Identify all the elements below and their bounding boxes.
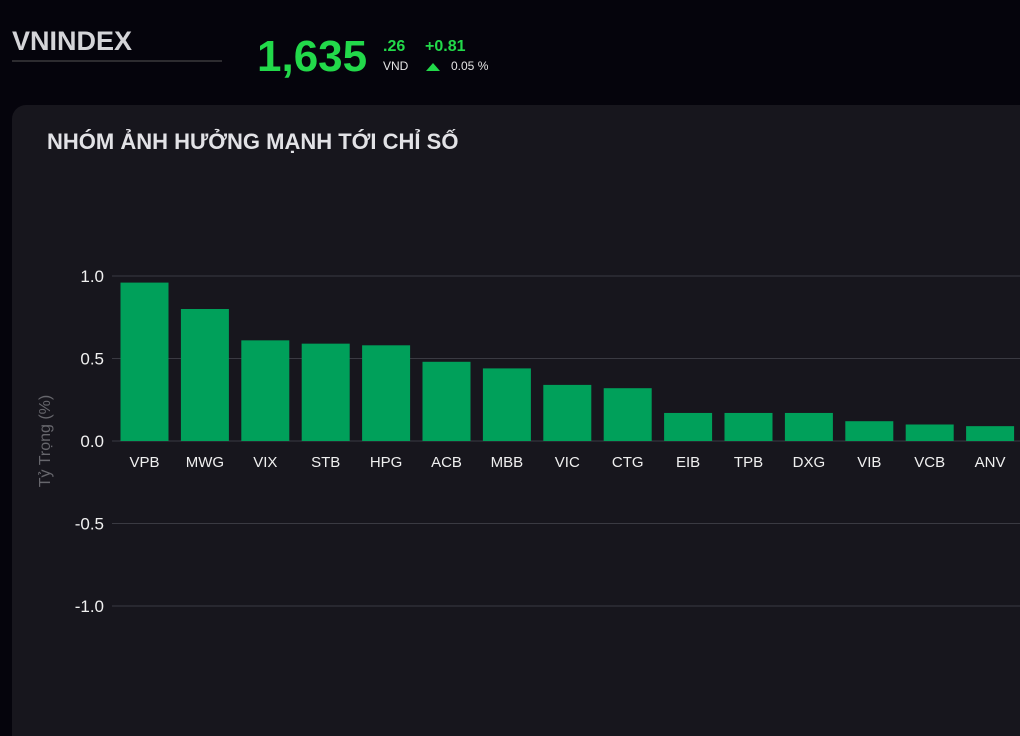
up-arrow <box>426 63 440 71</box>
bar <box>422 361 471 441</box>
bar <box>603 388 652 441</box>
price-decimal: .26 <box>383 38 405 55</box>
x-tick-label: DXG <box>793 454 826 471</box>
y-tick-label: 0.0 <box>80 432 104 451</box>
index-title: VNINDEX <box>12 26 132 56</box>
x-tick-label: ACB <box>431 454 462 471</box>
x-tick-label: VIC <box>555 454 580 471</box>
currency: VND <box>383 59 409 73</box>
plot: -1.0 -0.5 0.0 0.5 1.0 VPB MWG VIX STB HPG ACB MBB VI… <box>75 267 1020 616</box>
x-tick-label: VCB <box>914 454 945 471</box>
x-tick-label: STB <box>311 454 340 471</box>
bar <box>241 340 290 441</box>
x-tick-label: CTG <box>612 454 644 471</box>
y-tick-label: 0.5 <box>80 350 104 369</box>
y-tick-label: -1.0 <box>75 597 104 616</box>
bar <box>120 282 169 441</box>
x-tick-label: VPB <box>129 454 159 471</box>
bar <box>784 412 833 441</box>
change: +0.81 <box>425 38 466 55</box>
x-tick-label: TPB <box>734 454 763 471</box>
x-tick-label: ANV <box>975 454 1006 471</box>
bar <box>482 368 531 441</box>
x-tick-label: MBB <box>491 454 524 471</box>
x-tick-label: EIB <box>676 454 700 471</box>
y-tick-label: -0.5 <box>75 515 104 534</box>
y-tick-label: 1.0 <box>80 267 104 286</box>
bar <box>905 424 954 441</box>
bar <box>724 412 773 441</box>
chart-title: NHÓM ẢNH HƯỞNG MẠNH TỚI CHỈ SỐ <box>47 128 458 154</box>
x-tick-label: VIX <box>253 454 277 471</box>
bar <box>664 412 713 441</box>
change-percent: 0.05 % <box>451 59 489 73</box>
x-tick-label: VIB <box>857 454 881 471</box>
bar <box>845 421 894 441</box>
bar <box>543 384 592 441</box>
bar <box>362 345 411 441</box>
y-axis-label: Tỷ Trọng (%) <box>37 395 54 487</box>
x-tick-label: HPG <box>370 454 403 471</box>
bar <box>180 309 229 441</box>
bar <box>966 426 1015 441</box>
price-main: 1,635 <box>257 32 367 81</box>
bar <box>301 343 350 441</box>
x-tick-label: MWG <box>186 454 224 471</box>
